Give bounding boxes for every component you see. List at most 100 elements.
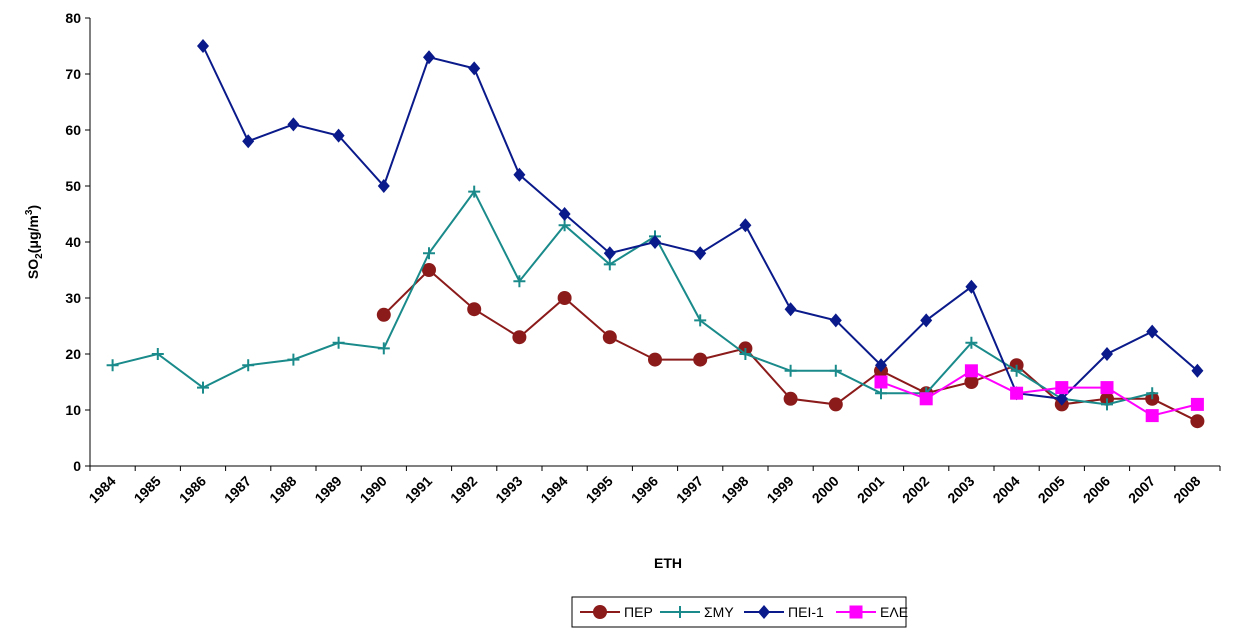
data-point (1190, 414, 1205, 429)
x-tick-label: 1985 (131, 473, 164, 506)
data-point (197, 381, 209, 394)
data-point (739, 218, 752, 233)
data-point (422, 263, 436, 277)
data-point (558, 219, 571, 232)
y-tick-label: 0 (73, 458, 81, 474)
data-point (1010, 364, 1023, 377)
x-tick-label: 1994 (537, 473, 570, 506)
legend-label: ΣΜΥ (704, 604, 734, 620)
y-tick-label: 50 (65, 178, 81, 194)
data-point (829, 364, 842, 377)
data-point (1191, 363, 1204, 378)
x-tick-label: 1998 (718, 473, 751, 506)
data-point (603, 246, 616, 261)
data-point (513, 167, 526, 182)
data-point (513, 275, 526, 288)
x-tick-label: 1997 (673, 473, 706, 506)
x-tick-label: 2004 (989, 473, 1022, 506)
data-point (874, 375, 888, 389)
series-line (202, 45, 1199, 400)
y-tick-label: 30 (65, 290, 81, 306)
legend-marker (674, 606, 686, 618)
data-point (965, 336, 978, 349)
data-point (919, 392, 933, 406)
data-point (376, 307, 391, 322)
data-point (106, 359, 119, 372)
data-point (875, 387, 887, 400)
x-tick-label: 2008 (1170, 473, 1203, 506)
data-point (242, 134, 255, 149)
y-tick-label: 20 (65, 346, 81, 362)
data-point (1146, 324, 1159, 339)
x-tick-label: 1988 (266, 473, 299, 506)
data-point (377, 342, 390, 355)
x-tick-label: 2000 (809, 473, 842, 506)
y-title-part: 2 (34, 253, 45, 259)
series-line (880, 369, 1198, 417)
data-point (332, 128, 345, 143)
data-point (1145, 409, 1159, 423)
legend-label: ΠΕΡ (624, 604, 653, 620)
x-tick-label: 1995 (583, 473, 616, 506)
y-axis-title: SO2(μg/m3) (24, 205, 45, 279)
data-point (1190, 397, 1204, 411)
x-tick-label: 2003 (944, 473, 977, 506)
x-tick-label: 2007 (1125, 473, 1158, 506)
data-point (965, 279, 978, 294)
x-tick-label: 1999 (763, 473, 796, 506)
y-title-part: ) (25, 205, 41, 210)
data-point (468, 185, 481, 198)
data-point (602, 330, 617, 345)
y-tick-label: 40 (65, 234, 81, 250)
data-point (828, 397, 843, 412)
data-point (603, 258, 616, 271)
legend-marker (849, 605, 863, 619)
data-point (151, 348, 164, 360)
data-point (784, 302, 797, 317)
data-point (558, 207, 571, 221)
data-point (287, 117, 300, 132)
legend-marker (758, 605, 770, 619)
data-point (784, 364, 797, 377)
data-point (1101, 398, 1113, 411)
data-point (739, 348, 752, 360)
legend-label: ΕΛΕ (880, 604, 908, 620)
data-point (964, 364, 978, 378)
data-point (1146, 387, 1159, 400)
data-point (377, 179, 390, 193)
y-title-part: SO (25, 259, 41, 279)
data-point (332, 336, 345, 349)
data-point (467, 302, 482, 317)
y-tick-label: 70 (65, 66, 81, 82)
y-title-part: (μg/m (25, 215, 41, 253)
data-point (423, 50, 435, 65)
x-tick-label: 1984 (85, 473, 118, 506)
data-point (512, 330, 527, 345)
data-point (1101, 347, 1113, 361)
x-tick-label: 1990 (357, 473, 390, 506)
legend-marker (593, 605, 607, 619)
data-point (694, 246, 707, 261)
y-title-part: 3 (24, 209, 35, 215)
data-point (468, 61, 481, 76)
data-point (649, 235, 661, 249)
data-point (1055, 391, 1068, 406)
x-tick-label: 2005 (1035, 473, 1068, 506)
data-point (829, 313, 842, 328)
legend-label: ΠΕΙ-1 (788, 604, 824, 620)
y-tick-label: 10 (65, 402, 81, 418)
y-tick-label: 60 (65, 122, 81, 138)
data-point (694, 314, 707, 327)
x-tick-label: 1986 (176, 473, 209, 506)
data-point (1010, 386, 1024, 400)
data-point (197, 39, 209, 53)
x-tick-label: 1987 (221, 473, 254, 506)
x-tick-label: 1989 (311, 473, 344, 506)
x-tick-label: 1992 (447, 473, 480, 506)
data-point (1055, 381, 1069, 395)
data-point (648, 352, 662, 367)
x-tick-label: 1991 (402, 473, 435, 506)
data-point (875, 358, 887, 373)
x-tick-label: 1993 (492, 473, 525, 506)
